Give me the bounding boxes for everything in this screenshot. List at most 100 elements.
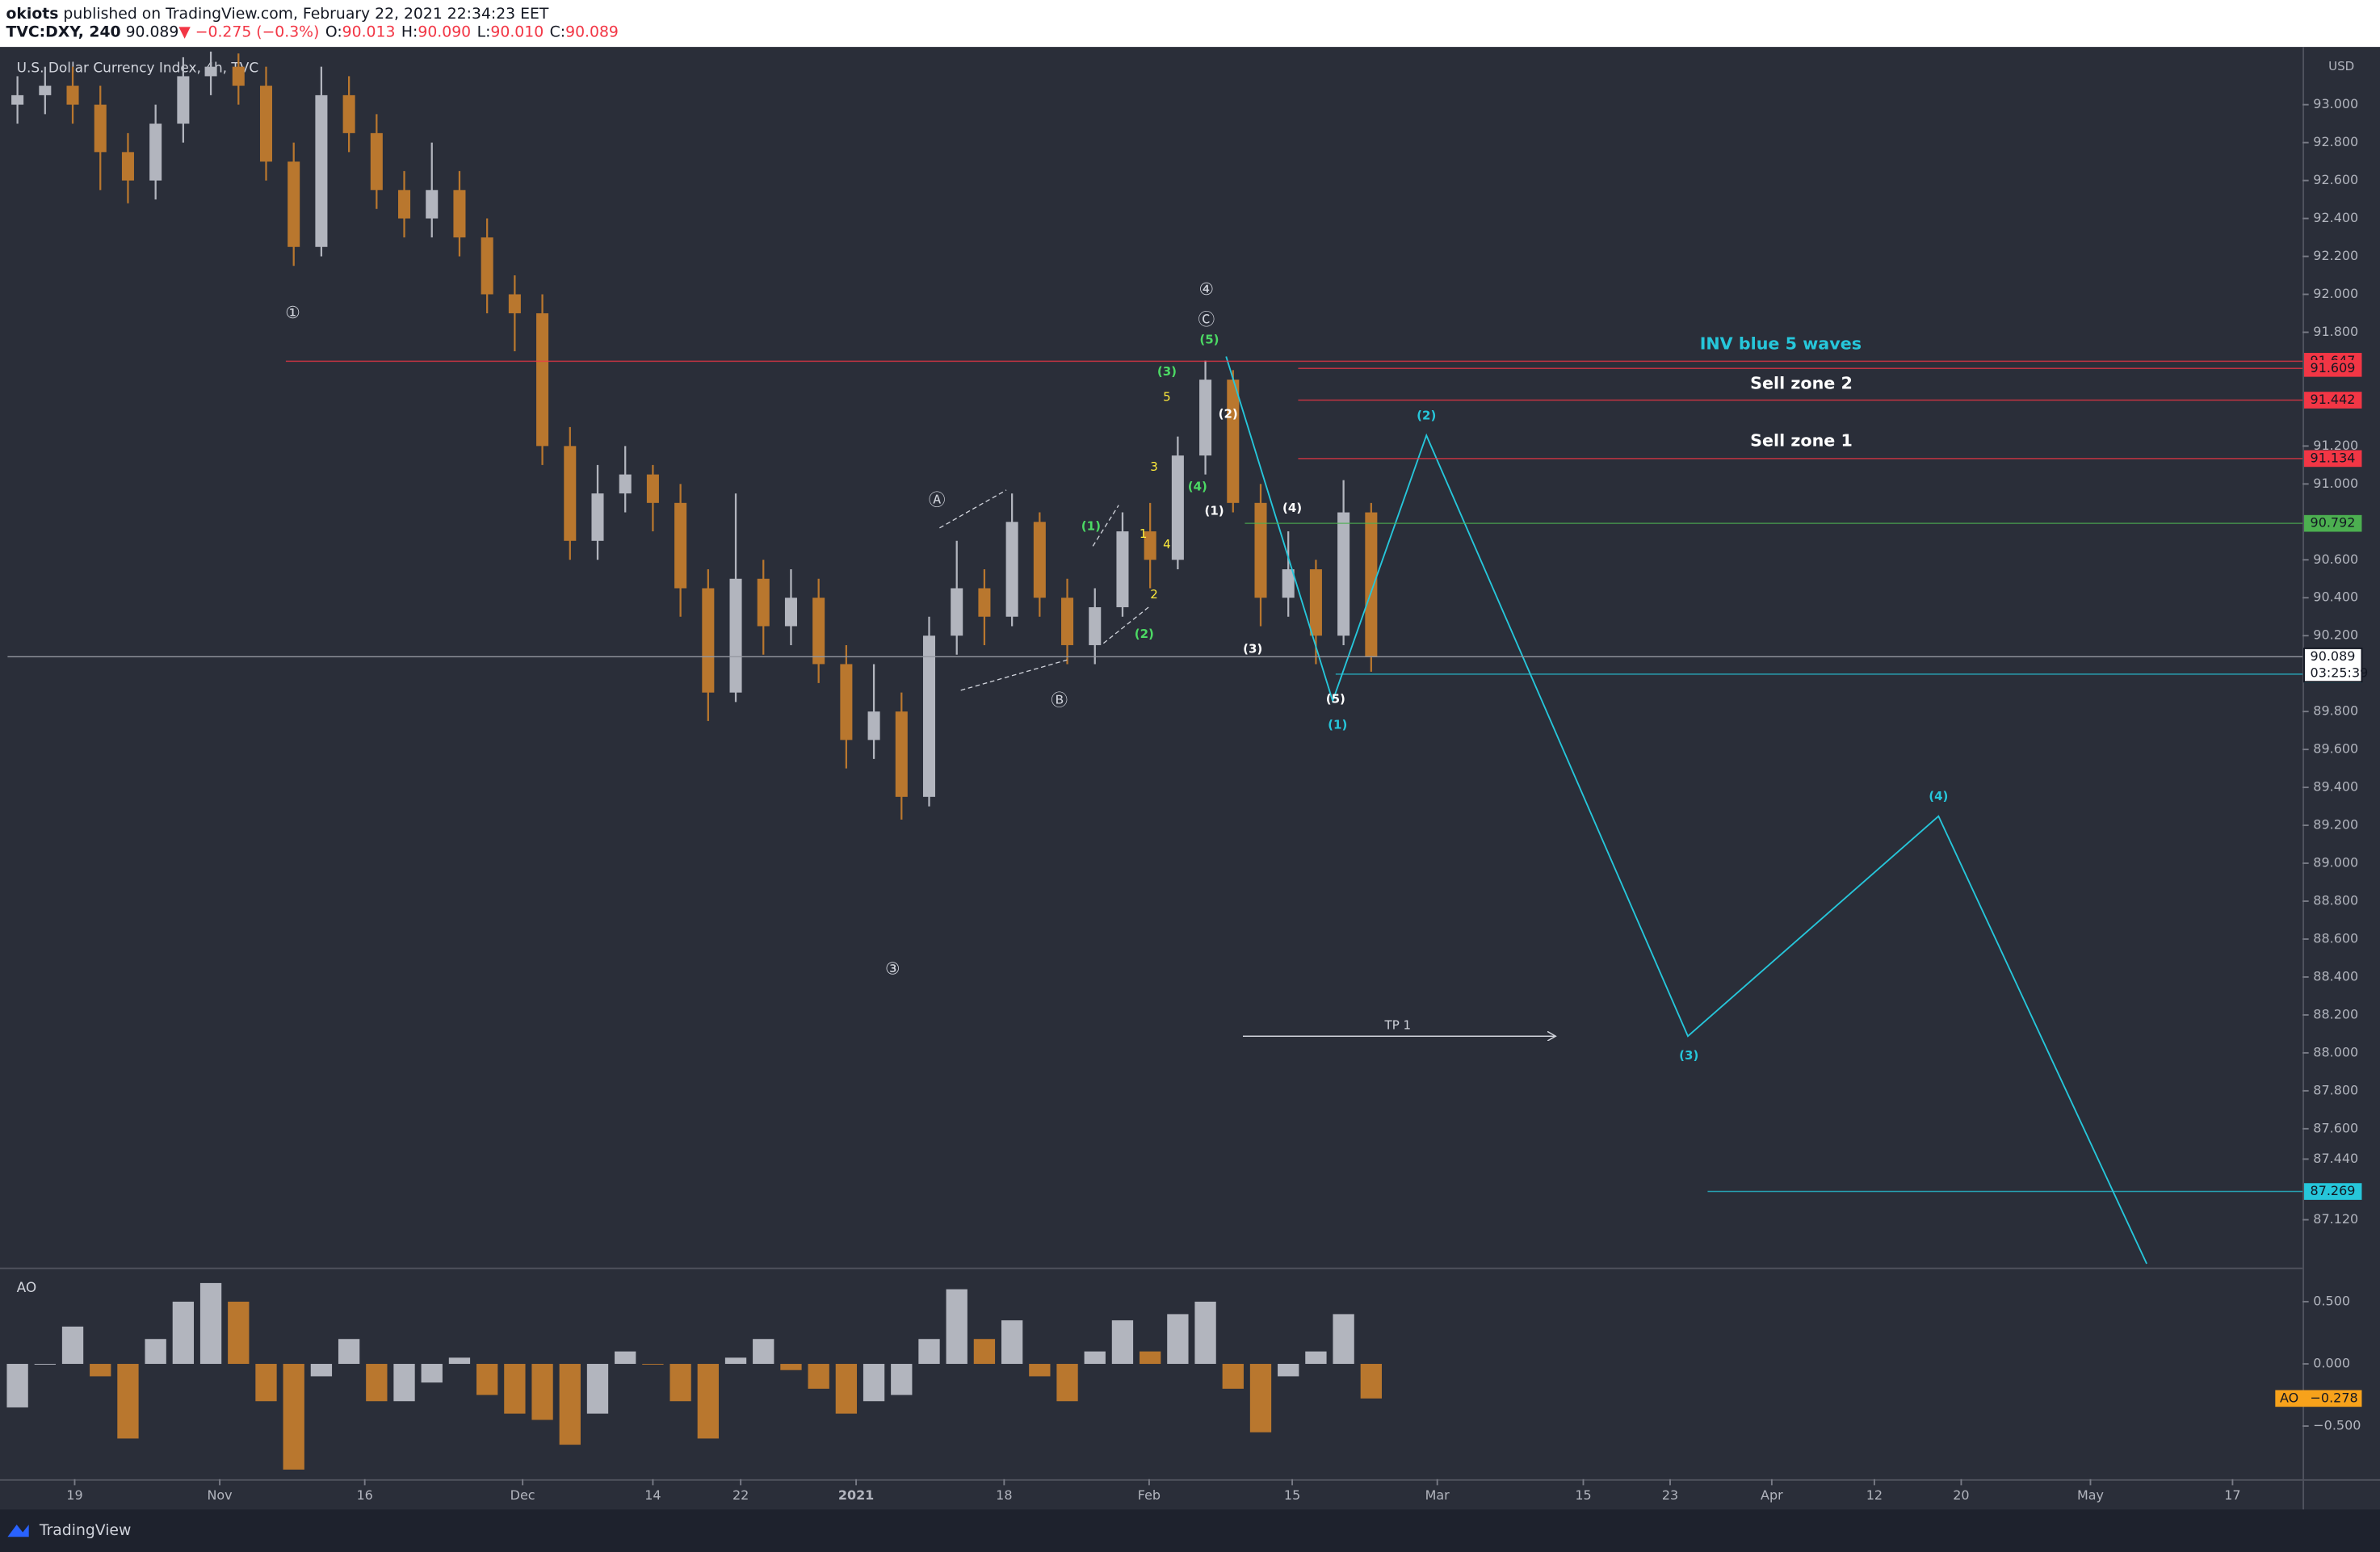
- ao-bar: [1029, 1364, 1051, 1377]
- ao-bar: [1305, 1351, 1327, 1365]
- ohlc-value: 90.010: [490, 23, 544, 40]
- ao-tick-label: −0.500: [2313, 1418, 2361, 1433]
- ao-bar: [1222, 1364, 1244, 1389]
- level-label-box: [2304, 392, 2362, 409]
- ao-bar: [531, 1364, 553, 1420]
- annotation: (4): [1929, 789, 1948, 803]
- candle-body: [232, 66, 245, 86]
- candle-body: [1144, 531, 1156, 560]
- candle-body: [1061, 598, 1074, 645]
- candle-body: [702, 588, 715, 693]
- candle-body: [39, 86, 52, 95]
- candle-body: [729, 578, 742, 693]
- candle-body: [177, 76, 190, 124]
- level-label: 87.269: [2311, 1183, 2356, 1198]
- x-tick-label: 17: [2224, 1487, 2240, 1503]
- candle-body: [564, 446, 577, 541]
- symbol-line: TVC:DXY, 240 90.089▼ −0.275 (−0.3%) O:90.…: [6, 23, 619, 40]
- annotation: (3): [1243, 642, 1262, 656]
- annotation: (5): [1199, 332, 1219, 346]
- ohlc-value: 90.089: [565, 23, 619, 40]
- y-tick-label: 91.000: [2313, 476, 2358, 491]
- y-tick-label: 88.600: [2313, 930, 2358, 946]
- ao-bar: [1140, 1351, 1161, 1365]
- ao-bar: [61, 1326, 84, 1365]
- ao-bar: [615, 1351, 636, 1365]
- ao-bar: [145, 1339, 166, 1365]
- candle-body: [1116, 531, 1129, 607]
- ao-bar: [946, 1289, 968, 1365]
- x-tick-label: May: [2077, 1487, 2104, 1503]
- ao-bar: [228, 1302, 250, 1365]
- level-label: 90.792: [2311, 515, 2356, 531]
- annotation: Ⓐ: [929, 490, 946, 510]
- ao-bar: [586, 1364, 609, 1414]
- candle-body: [453, 190, 466, 238]
- candle-body: [508, 294, 521, 313]
- annotation: Ⓑ: [1051, 690, 1068, 710]
- candle-body: [922, 635, 936, 797]
- y-tick-label: 87.440: [2313, 1151, 2358, 1166]
- ao-bar: [724, 1357, 747, 1365]
- ao-bar: [973, 1339, 996, 1365]
- header-bar: [0, 0, 2380, 48]
- candle-body: [1199, 380, 1212, 456]
- candle-body: [94, 104, 107, 153]
- x-tick-label: 23: [1662, 1487, 1678, 1503]
- ao-bar: [255, 1364, 277, 1402]
- y-tick-label: 92.200: [2313, 248, 2358, 263]
- y-tick-label: 91.200: [2313, 438, 2358, 453]
- ao-bar: [1249, 1364, 1272, 1432]
- y-tick-label: 89.400: [2313, 779, 2358, 795]
- header-line: okiots published on TradingView.com, Feb…: [6, 5, 549, 22]
- ao-bar: [642, 1364, 664, 1365]
- y-tick-label: 92.400: [2313, 210, 2358, 225]
- ao-bar: [366, 1364, 388, 1402]
- x-tick-label: 18: [996, 1487, 1012, 1503]
- x-tick-label: Mar: [1425, 1487, 1450, 1503]
- candle-body: [1033, 522, 1046, 598]
- candle-body: [591, 493, 604, 541]
- x-tick-label: 14: [644, 1487, 661, 1503]
- indicator-name: AO: [17, 1279, 37, 1295]
- ao-bar: [753, 1339, 774, 1365]
- ao-bar: [1333, 1314, 1354, 1365]
- annotation: (5): [1326, 692, 1345, 707]
- ao-bar: [863, 1364, 885, 1402]
- y-tick-label: 90.200: [2313, 627, 2358, 643]
- symbol: TVC:DXY, 240: [6, 23, 121, 40]
- candle-body: [481, 237, 493, 295]
- ao-bar: [1167, 1314, 1189, 1365]
- x-tick-label: Dec: [510, 1487, 535, 1503]
- y-tick-label: 93.000: [2313, 96, 2358, 111]
- ohlc-label: O:: [325, 23, 342, 40]
- last-price: 90.089: [126, 23, 179, 40]
- currency: USD: [2328, 59, 2354, 73]
- ao-bar: [1194, 1302, 1216, 1365]
- ao-bar: [283, 1364, 304, 1470]
- candle-body: [259, 86, 273, 162]
- candle-body: [66, 86, 79, 105]
- logo: [7, 1525, 29, 1537]
- ohlc-value: 90.090: [418, 23, 471, 40]
- x-tick-label: 15: [1284, 1487, 1300, 1503]
- y-tick-label: 92.800: [2313, 134, 2358, 149]
- annotation: (4): [1282, 501, 1302, 515]
- candle-body: [536, 312, 549, 447]
- ohlc-label: L:: [477, 23, 491, 40]
- ohlc-label: C:: [550, 23, 565, 40]
- y-tick-label: 89.000: [2313, 855, 2358, 870]
- candle-body: [646, 474, 659, 503]
- x-tick-label: 12: [1866, 1487, 1883, 1503]
- candle-body: [951, 588, 963, 636]
- x-tick-label: 22: [732, 1487, 749, 1503]
- y-tick-label: 90.400: [2313, 589, 2358, 605]
- x-tick-label: 15: [1575, 1487, 1591, 1503]
- annotation: (3): [1157, 364, 1177, 379]
- candle-body: [342, 94, 355, 133]
- candle-body: [149, 124, 162, 181]
- ao-bar: [117, 1364, 139, 1439]
- annotation: (1): [1204, 504, 1224, 518]
- candle-body: [840, 664, 853, 740]
